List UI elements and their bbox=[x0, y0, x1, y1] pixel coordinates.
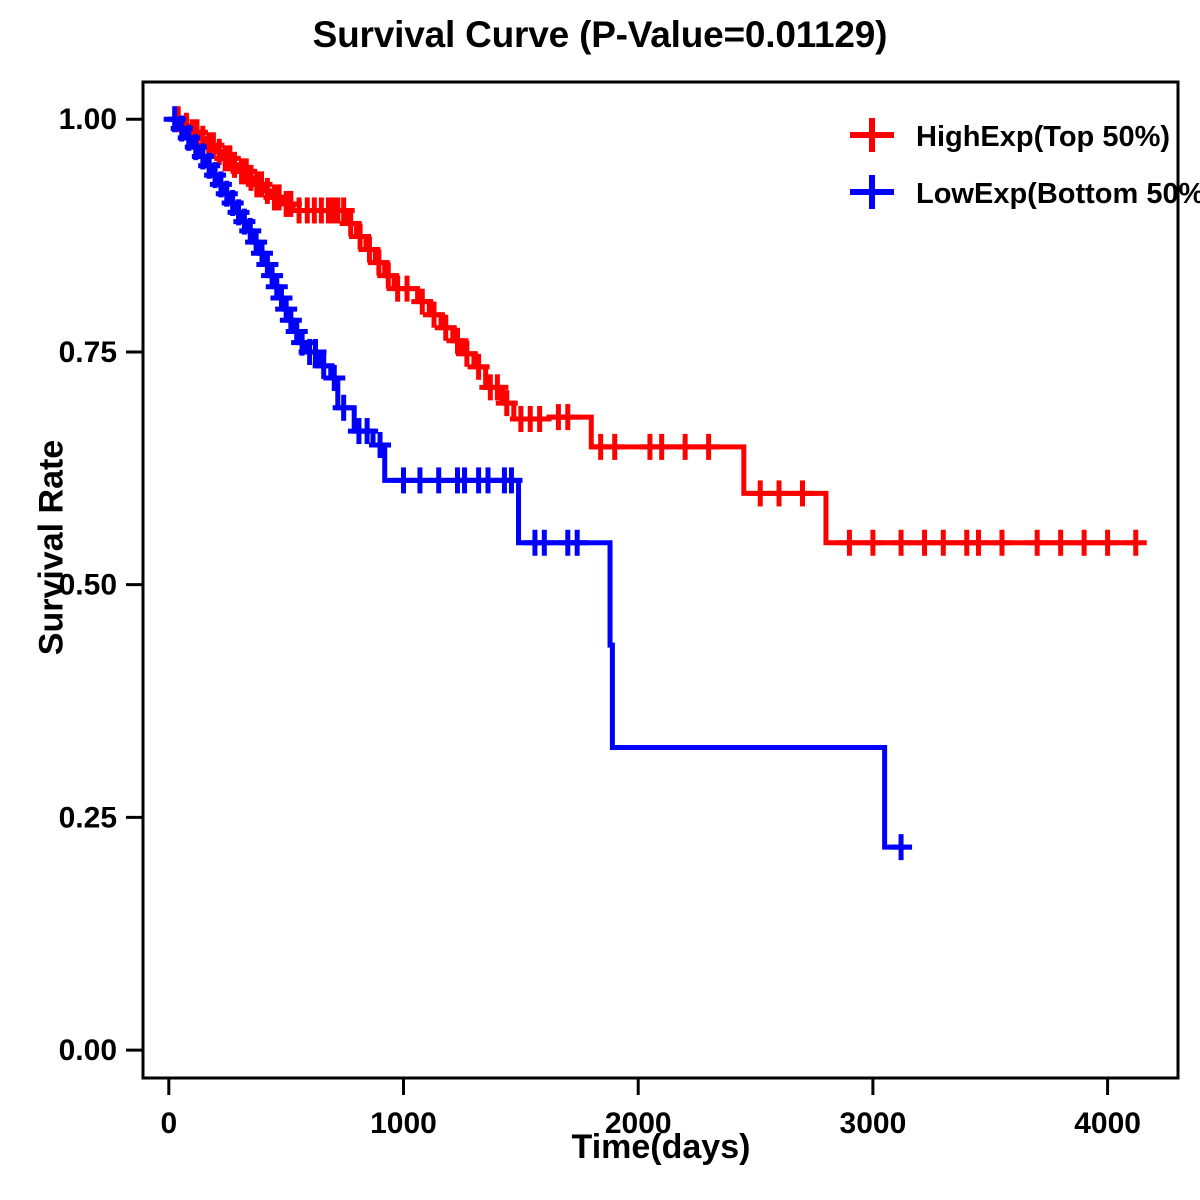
x-tick-label: 2000 bbox=[605, 1107, 672, 1140]
plot-border bbox=[141, 80, 1180, 1080]
x-tick-label: 1000 bbox=[370, 1107, 437, 1140]
x-axis-ticks: 0 1000 2000 3000 4000 bbox=[160, 1078, 1141, 1140]
x-tick-label: 0 bbox=[160, 1107, 177, 1140]
censor-marks bbox=[163, 106, 913, 861]
series-highexp bbox=[167, 106, 1147, 556]
y-tick-label: 0.50 bbox=[59, 569, 117, 602]
series-lowexp bbox=[163, 106, 913, 861]
y-axis-ticks: 0.00 0.25 0.50 0.75 1.00 bbox=[59, 103, 143, 1067]
y-tick-label: 0.00 bbox=[59, 1034, 117, 1067]
legend-label: LowExp(Bottom 50%) bbox=[916, 178, 1200, 210]
x-tick-label: 4000 bbox=[1074, 1107, 1141, 1140]
legend-item-highexp[interactable]: HighExp(Top 50%) bbox=[850, 118, 1170, 153]
y-tick-label: 1.00 bbox=[59, 103, 117, 136]
y-tick-label: 0.25 bbox=[59, 801, 117, 834]
legend-label: HighExp(Top 50%) bbox=[916, 121, 1170, 153]
x-axis-label: Time(days) bbox=[571, 1128, 751, 1166]
chart-title: Survival Curve (P-Value=0.01129) bbox=[312, 14, 888, 55]
y-tick-label: 0.75 bbox=[59, 336, 117, 369]
series-layer bbox=[163, 106, 1147, 861]
legend-item-lowexp[interactable]: LowExp(Bottom 50%) bbox=[850, 175, 1200, 210]
chart-legend: HighExp(Top 50%) LowExp(Bottom 50%) bbox=[850, 118, 1200, 210]
censor-marks bbox=[167, 106, 1147, 556]
x-tick-label: 3000 bbox=[840, 1107, 907, 1140]
